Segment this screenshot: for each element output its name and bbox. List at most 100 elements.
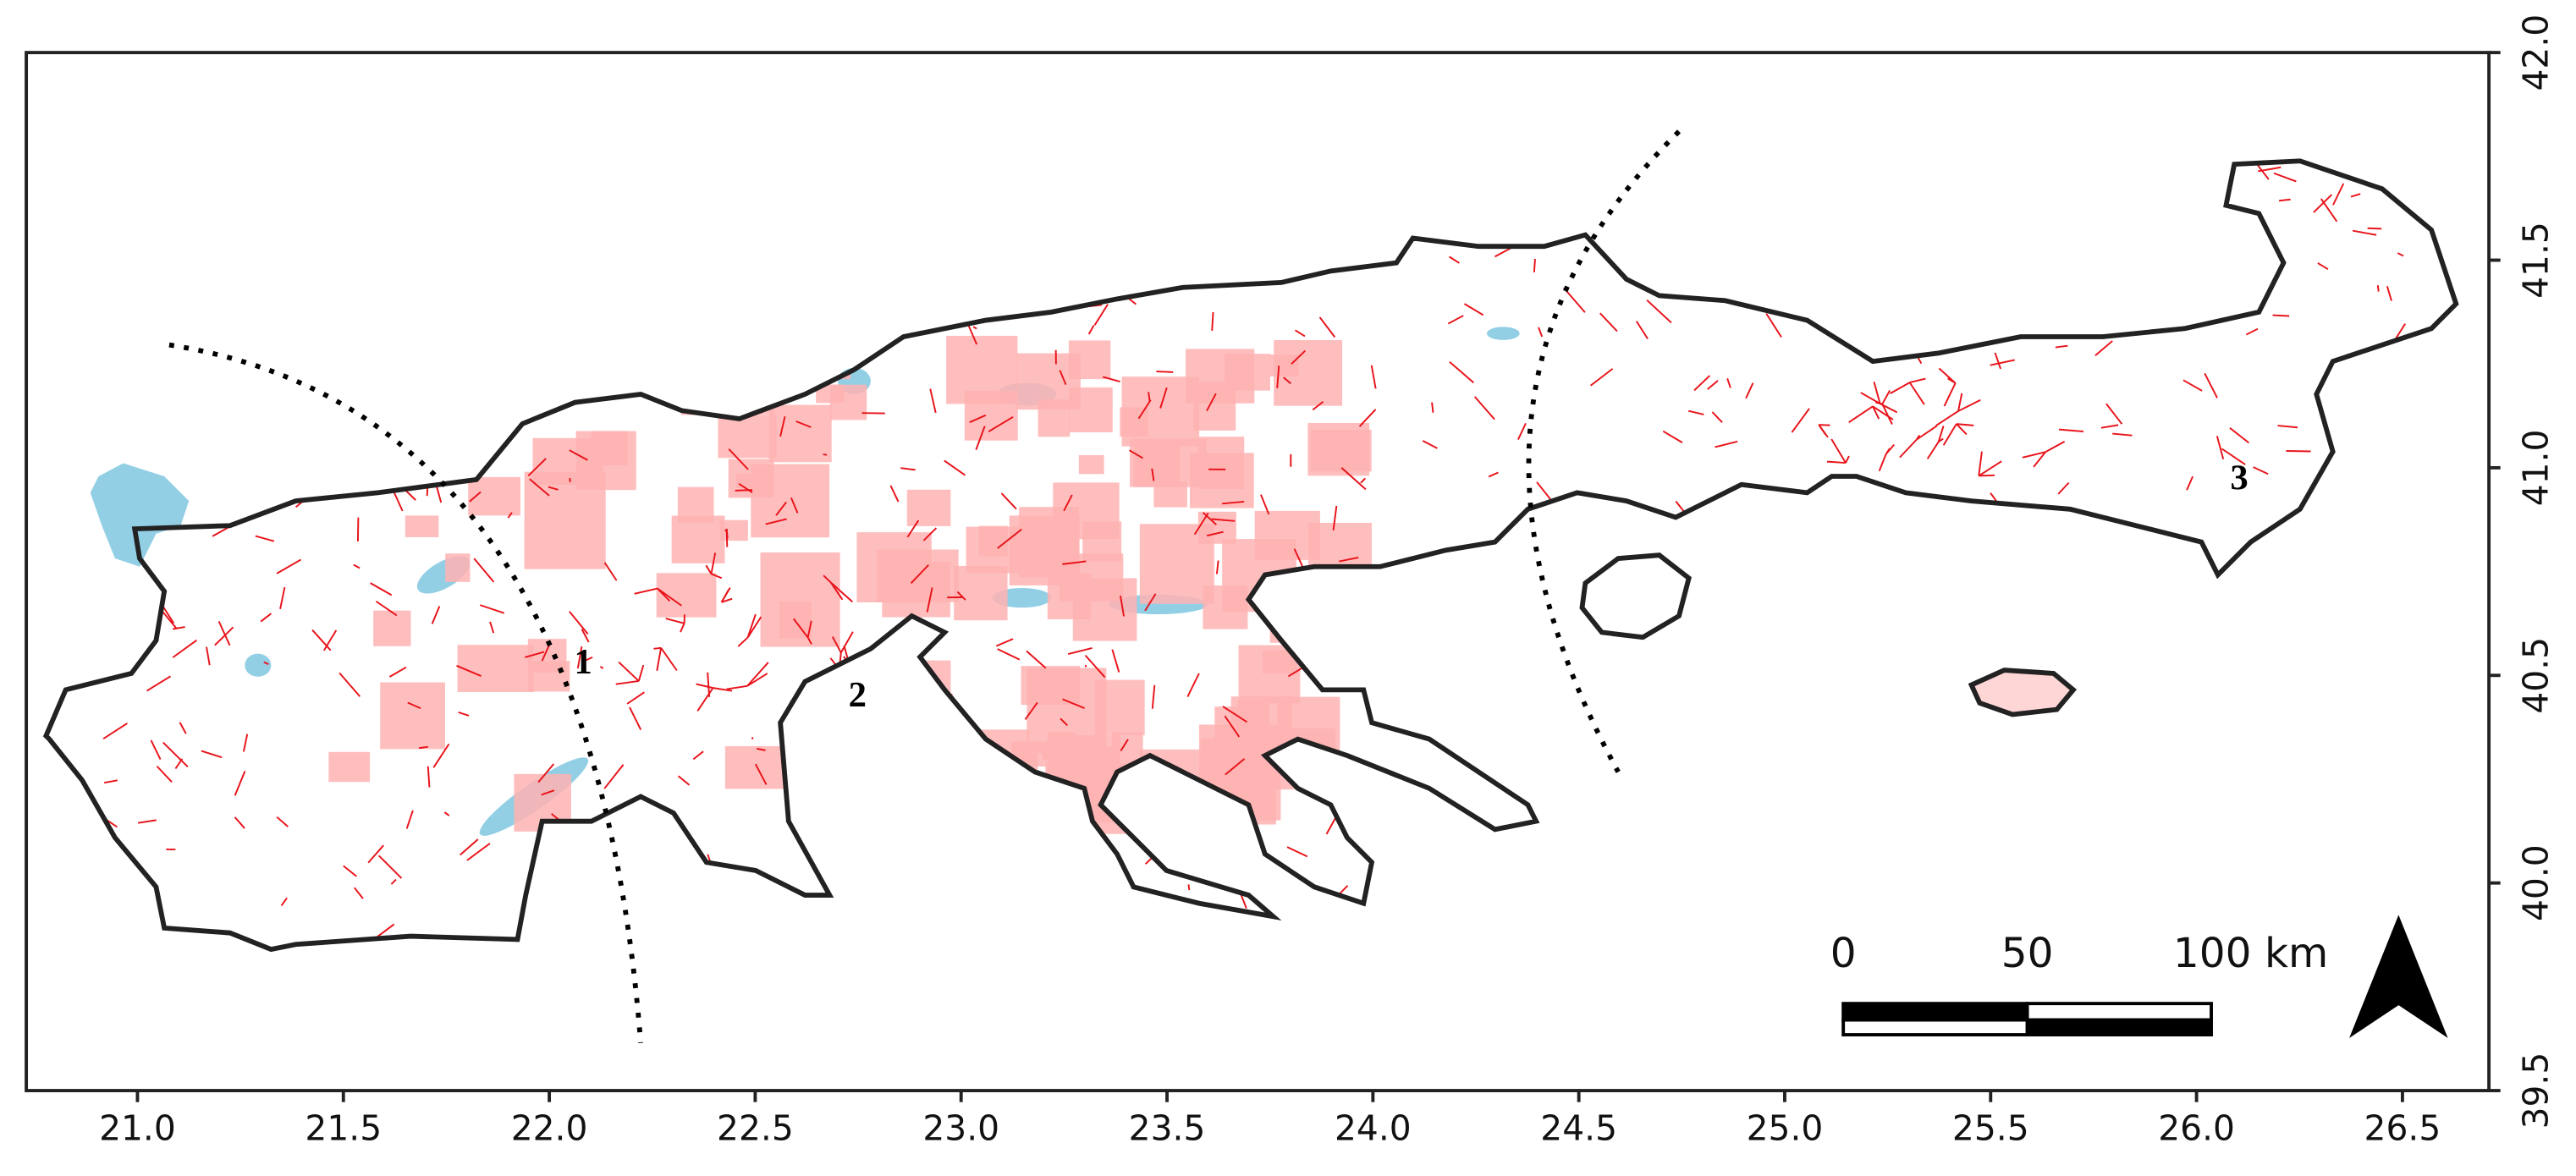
road bbox=[432, 743, 450, 768]
road bbox=[485, 347, 507, 361]
road bbox=[280, 897, 288, 906]
road bbox=[1742, 232, 1762, 240]
road bbox=[746, 613, 757, 638]
land-patch bbox=[380, 682, 445, 750]
road bbox=[2328, 472, 2333, 478]
road bbox=[823, 574, 832, 584]
road bbox=[1845, 664, 1858, 690]
road bbox=[1533, 258, 1536, 272]
road bbox=[1653, 743, 1671, 750]
road bbox=[1060, 717, 1068, 727]
road bbox=[537, 763, 555, 783]
road bbox=[956, 591, 966, 601]
road bbox=[1830, 438, 1847, 464]
road bbox=[246, 239, 253, 262]
road bbox=[1994, 352, 2001, 370]
road bbox=[377, 855, 403, 879]
road bbox=[1711, 411, 1723, 423]
road bbox=[725, 529, 729, 539]
road bbox=[106, 621, 121, 635]
road bbox=[1709, 520, 1731, 523]
road bbox=[1848, 605, 1873, 610]
road bbox=[2248, 740, 2258, 759]
road bbox=[328, 338, 337, 348]
road bbox=[353, 563, 361, 569]
road bbox=[1193, 512, 1209, 536]
road bbox=[1665, 833, 1683, 845]
land-patch bbox=[1021, 666, 1081, 706]
road bbox=[1896, 826, 1907, 837]
x-tick-label: 26.5 bbox=[2364, 1107, 2441, 1148]
road bbox=[206, 931, 223, 950]
road bbox=[894, 708, 897, 733]
road bbox=[646, 830, 663, 842]
road bbox=[779, 415, 786, 437]
land-patch bbox=[1186, 349, 1255, 404]
road bbox=[2163, 264, 2178, 281]
road bbox=[1590, 368, 1614, 387]
road bbox=[1102, 376, 1120, 382]
road bbox=[2177, 190, 2185, 201]
road bbox=[242, 734, 249, 752]
road bbox=[1956, 423, 1968, 436]
road bbox=[1447, 315, 1464, 325]
road bbox=[418, 200, 422, 206]
road bbox=[1291, 349, 1306, 365]
road bbox=[2315, 745, 2320, 751]
road bbox=[711, 573, 723, 580]
land-patch bbox=[790, 700, 856, 761]
road bbox=[1824, 670, 1832, 686]
road bbox=[929, 388, 937, 414]
road bbox=[1312, 400, 1324, 411]
road bbox=[2094, 340, 2113, 357]
road bbox=[806, 620, 812, 638]
road bbox=[569, 449, 588, 461]
map-frame bbox=[25, 51, 2491, 1092]
x-tick-label: 26.0 bbox=[2158, 1107, 2235, 1148]
road bbox=[375, 600, 398, 617]
road bbox=[2112, 432, 2133, 437]
road bbox=[2221, 448, 2246, 465]
road bbox=[1677, 762, 1682, 778]
road bbox=[263, 661, 269, 666]
road bbox=[1686, 892, 1711, 911]
road bbox=[1881, 404, 1893, 425]
road bbox=[668, 865, 680, 874]
road bbox=[2215, 436, 2225, 460]
road bbox=[1547, 810, 1569, 831]
road bbox=[548, 486, 559, 491]
road bbox=[1821, 497, 1833, 518]
road bbox=[1617, 228, 1635, 245]
land-patch bbox=[524, 342, 576, 391]
road bbox=[458, 711, 470, 717]
road bbox=[799, 222, 805, 234]
road bbox=[337, 309, 342, 325]
road bbox=[2245, 327, 2259, 336]
road bbox=[898, 841, 905, 862]
road bbox=[2332, 183, 2345, 206]
land-patch bbox=[656, 573, 717, 618]
land-patch bbox=[680, 365, 726, 415]
road bbox=[1765, 313, 1782, 338]
road bbox=[1909, 377, 1926, 384]
road bbox=[2425, 344, 2445, 363]
road bbox=[1845, 659, 1862, 673]
road bbox=[128, 299, 142, 314]
road bbox=[1515, 732, 1533, 753]
road bbox=[1129, 449, 1144, 459]
road bbox=[1318, 316, 1336, 338]
road bbox=[1637, 811, 1659, 830]
road bbox=[1963, 508, 1989, 524]
road bbox=[1410, 658, 1432, 676]
road bbox=[2425, 589, 2430, 605]
land-patch bbox=[405, 515, 439, 537]
road bbox=[1517, 592, 1527, 611]
road bbox=[2182, 882, 2196, 898]
road bbox=[344, 190, 352, 207]
road bbox=[1211, 311, 1214, 331]
road bbox=[531, 325, 538, 343]
road bbox=[1707, 380, 1719, 390]
road bbox=[907, 257, 914, 283]
scale-label: 50 bbox=[2001, 930, 2054, 977]
road bbox=[2282, 702, 2300, 711]
